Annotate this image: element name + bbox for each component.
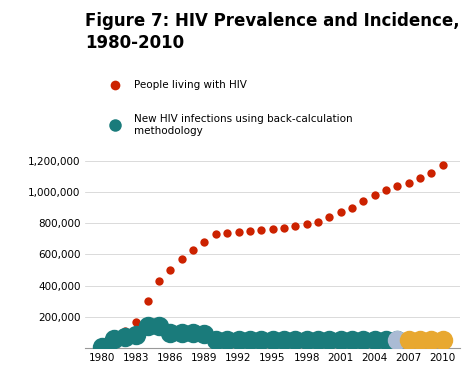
- Text: People living with HIV: People living with HIV: [134, 80, 247, 90]
- Text: Figure 7: HIV Prevalence and Incidence,
1980-2010: Figure 7: HIV Prevalence and Incidence, …: [85, 12, 460, 52]
- Text: New HIV infections using incidence
surveillance methodology: New HIV infections using incidence surve…: [134, 158, 317, 180]
- Text: New HIV infections using back-calculation
methodology: New HIV infections using back-calculatio…: [134, 114, 353, 136]
- Text: New HIV infections using updated
incidence surveillance
methodology: New HIV infections using updated inciden…: [134, 197, 310, 232]
